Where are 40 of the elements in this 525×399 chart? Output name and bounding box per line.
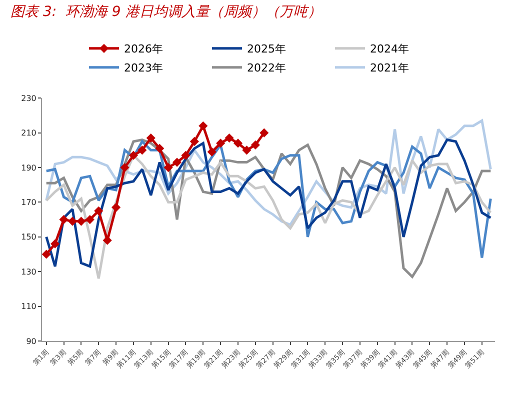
y-tick-label: 90 bbox=[26, 336, 36, 346]
y-tick-label: 170 bbox=[21, 198, 36, 208]
point bbox=[112, 202, 121, 212]
point bbox=[155, 144, 164, 153]
point bbox=[146, 133, 156, 143]
point bbox=[42, 250, 51, 259]
point bbox=[164, 162, 173, 172]
legend-label: 2021年 bbox=[370, 62, 409, 75]
point bbox=[94, 206, 104, 216]
point bbox=[128, 150, 138, 160]
point bbox=[181, 150, 190, 160]
point bbox=[172, 158, 182, 167]
point bbox=[138, 146, 147, 155]
legend-label: 2022年 bbox=[247, 62, 286, 75]
point bbox=[50, 239, 60, 248]
point bbox=[190, 136, 199, 146]
point bbox=[260, 128, 269, 138]
y-tick-label: 230 bbox=[21, 94, 36, 103]
y-tick-label: 110 bbox=[21, 302, 36, 312]
y-tick-label: 210 bbox=[21, 128, 36, 138]
point bbox=[242, 146, 252, 155]
y-tick-label: 190 bbox=[21, 163, 36, 172]
point bbox=[68, 216, 78, 226]
point bbox=[59, 215, 68, 224]
point bbox=[198, 121, 208, 130]
point bbox=[120, 162, 130, 172]
point bbox=[233, 138, 243, 148]
y-tick-label: 150 bbox=[21, 232, 36, 242]
point bbox=[85, 215, 94, 224]
point bbox=[207, 147, 216, 156]
point bbox=[76, 216, 86, 226]
legend-label: 2023年 bbox=[124, 62, 163, 75]
point bbox=[250, 140, 260, 150]
point bbox=[224, 133, 234, 143]
chart-title: 图表 3: 环渤海 9 港日均调入量（周频）（万吨） bbox=[10, 4, 322, 20]
point bbox=[216, 138, 226, 148]
legend-label: 2024年 bbox=[370, 42, 409, 56]
legend-label: 2026年 bbox=[124, 42, 163, 56]
legend-label: 2025年 bbox=[247, 42, 286, 56]
y-tick-label: 130 bbox=[21, 267, 36, 276]
